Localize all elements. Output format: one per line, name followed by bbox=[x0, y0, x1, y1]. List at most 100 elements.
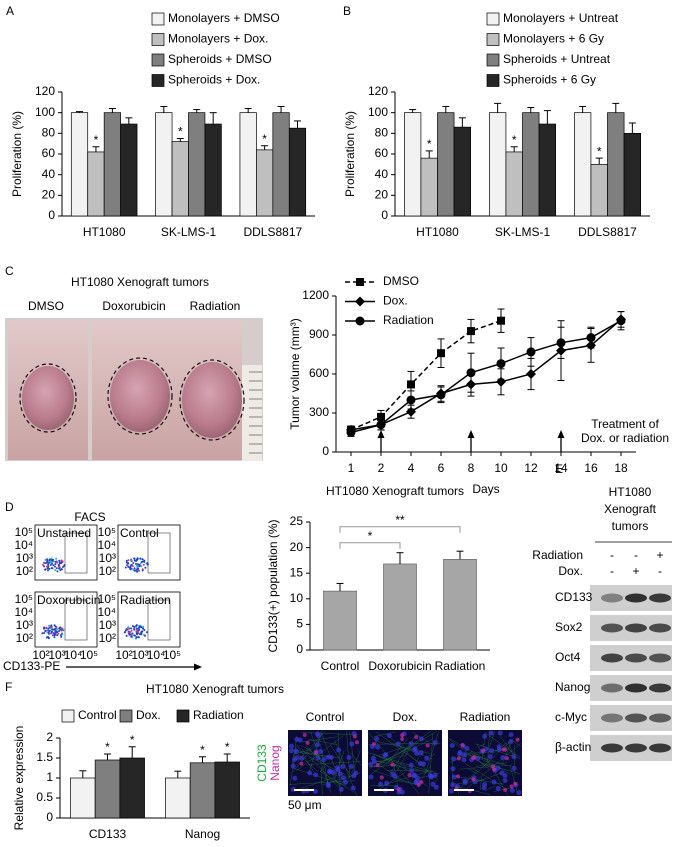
facs-y-tick-label: 10³ bbox=[99, 551, 116, 565]
facs-event bbox=[137, 630, 140, 633]
blot-band bbox=[649, 683, 671, 693]
if-membrane bbox=[402, 764, 407, 770]
facs-x-label: CD133-PE bbox=[3, 659, 60, 673]
if-membrane bbox=[291, 767, 346, 786]
y-tick-label: 2 bbox=[46, 730, 53, 744]
if-membrane bbox=[459, 764, 513, 770]
condition-label: Radiation bbox=[532, 548, 583, 562]
facs-event bbox=[48, 558, 51, 561]
facs-event bbox=[52, 564, 55, 567]
marker bbox=[586, 333, 596, 343]
facs-event bbox=[133, 625, 136, 628]
if-label: Control bbox=[306, 710, 345, 724]
error-bar bbox=[160, 105, 168, 113]
facs-event bbox=[55, 557, 58, 560]
if-membrane bbox=[478, 743, 485, 747]
facs-event bbox=[126, 564, 129, 567]
facs-event bbox=[53, 624, 56, 627]
if-nanog bbox=[302, 732, 307, 737]
x-tick-label: SK-LMS-1 bbox=[495, 225, 551, 239]
facs-event bbox=[127, 631, 130, 634]
bar bbox=[404, 112, 422, 217]
marker bbox=[466, 368, 476, 378]
significance: * bbox=[597, 144, 602, 158]
facs-plot-label: Radiation bbox=[120, 593, 171, 607]
legend-swatch bbox=[119, 709, 133, 723]
marker bbox=[436, 390, 446, 400]
facs-event bbox=[48, 629, 51, 632]
facs-event bbox=[47, 636, 50, 639]
if-nanog bbox=[305, 740, 310, 745]
photo-label: Doxorubicin bbox=[102, 299, 165, 313]
facs-event bbox=[138, 628, 141, 631]
facs-event bbox=[136, 570, 139, 573]
x-tick-label: SK-LMS-1 bbox=[161, 225, 217, 239]
panel-letter: E bbox=[555, 462, 563, 476]
if-label: Dox. bbox=[393, 710, 418, 724]
significance: * bbox=[94, 133, 99, 147]
facs-event bbox=[125, 561, 128, 564]
y-tick-label: 80 bbox=[375, 126, 389, 140]
if-membrane bbox=[299, 777, 334, 789]
if-label: Radiation bbox=[460, 710, 511, 724]
if-nucleus bbox=[450, 782, 456, 788]
facs-y-tick-label: 10⁴ bbox=[14, 538, 33, 552]
y-tick-label: 40 bbox=[375, 167, 389, 181]
if-nucleus bbox=[315, 755, 321, 761]
panel-letter: F bbox=[5, 680, 12, 694]
if-nucleus bbox=[488, 748, 494, 754]
line bbox=[350, 319, 502, 431]
bar bbox=[70, 777, 96, 819]
error-bar bbox=[193, 109, 201, 113]
y-axis-label: Proliferation (%) bbox=[10, 111, 24, 197]
y-tick-label: 0 bbox=[48, 208, 55, 222]
facs-event bbox=[49, 625, 52, 628]
if-nucleus bbox=[349, 741, 355, 747]
facs-event bbox=[58, 559, 61, 562]
if-membrane bbox=[329, 744, 351, 776]
if-nucleus bbox=[294, 736, 300, 742]
marker bbox=[496, 359, 506, 369]
y-tick-label: 900 bbox=[309, 327, 329, 341]
significance: * bbox=[130, 733, 135, 747]
if-nanog bbox=[503, 787, 508, 792]
if-nucleus bbox=[340, 775, 346, 781]
x-tick-label: Control bbox=[321, 659, 360, 673]
if-nucleus bbox=[292, 775, 298, 781]
bar bbox=[437, 112, 455, 217]
if-nanog bbox=[513, 781, 518, 786]
facs-event bbox=[141, 630, 144, 633]
if-nucleus bbox=[318, 749, 324, 755]
if-nucleus bbox=[418, 750, 424, 756]
legend-label: Monolayers + Dox. bbox=[168, 32, 268, 46]
facs-event bbox=[49, 564, 52, 567]
facs-event bbox=[55, 628, 58, 631]
bar bbox=[87, 151, 105, 217]
facs-event bbox=[56, 561, 59, 564]
marker bbox=[377, 412, 385, 421]
y-axis-label: Tumor volume (mm³) bbox=[288, 318, 302, 430]
facs-event bbox=[139, 562, 142, 565]
significance: * bbox=[512, 133, 517, 147]
facs-event bbox=[130, 627, 133, 630]
condition-sign: - bbox=[610, 548, 614, 562]
if-membrane bbox=[493, 787, 510, 792]
if-membrane bbox=[301, 732, 359, 736]
facs-gate bbox=[64, 532, 88, 574]
chart-title: HT1080 Xenograft tumors bbox=[326, 484, 464, 498]
if-membrane bbox=[374, 731, 396, 737]
facs-y-tick-label: 10³ bbox=[16, 618, 33, 632]
if-nucleus bbox=[315, 742, 321, 748]
facs-event bbox=[141, 558, 144, 561]
if-membrane bbox=[368, 743, 441, 745]
facs-event bbox=[43, 626, 46, 629]
x-tick-label: 8 bbox=[468, 461, 475, 475]
blot-band bbox=[649, 653, 671, 663]
facs-event bbox=[146, 562, 149, 565]
panel-letter: B bbox=[343, 4, 351, 18]
x-tick-label: Nanog bbox=[185, 827, 220, 841]
if-membrane bbox=[385, 733, 437, 779]
if-membrane bbox=[448, 738, 490, 770]
if-nucleus bbox=[511, 754, 517, 760]
bar bbox=[165, 777, 191, 819]
